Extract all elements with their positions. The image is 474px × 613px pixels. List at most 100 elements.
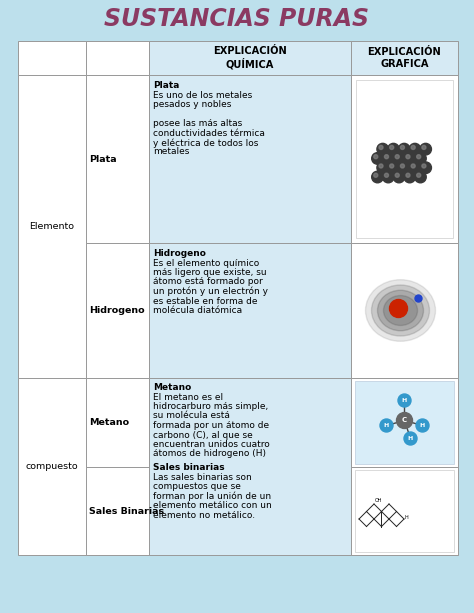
- Text: elemento metálico con un: elemento metálico con un: [153, 501, 272, 510]
- Bar: [86, 467, 149, 555]
- Circle shape: [406, 173, 410, 177]
- Text: Sales binarias: Sales binarias: [153, 463, 225, 472]
- Text: H: H: [420, 423, 425, 428]
- Bar: [86, 243, 149, 378]
- Bar: [86, 41, 149, 75]
- Circle shape: [420, 162, 431, 173]
- Text: su molécula está: su molécula está: [153, 411, 230, 421]
- Bar: [355, 381, 454, 464]
- Text: compuesto: compuesto: [26, 462, 78, 471]
- Text: OH: OH: [375, 498, 383, 503]
- Bar: [356, 80, 453, 238]
- Circle shape: [379, 145, 383, 150]
- Ellipse shape: [365, 280, 436, 341]
- Text: conductividades térmica: conductividades térmica: [153, 129, 265, 137]
- Circle shape: [404, 153, 416, 164]
- Bar: [18, 75, 86, 378]
- Circle shape: [422, 145, 426, 150]
- Text: pesados y nobles: pesados y nobles: [153, 100, 231, 109]
- Bar: [351, 75, 458, 243]
- Circle shape: [398, 143, 410, 155]
- Ellipse shape: [377, 291, 423, 331]
- Bar: [351, 41, 458, 75]
- Bar: [86, 378, 149, 467]
- Circle shape: [393, 171, 405, 183]
- Circle shape: [372, 153, 383, 164]
- Text: Plata: Plata: [153, 81, 179, 90]
- Circle shape: [388, 162, 399, 173]
- Bar: [149, 75, 351, 243]
- Text: Es uno de los metales: Es uno de los metales: [153, 91, 252, 99]
- Circle shape: [390, 164, 394, 168]
- Circle shape: [380, 419, 393, 432]
- Circle shape: [377, 143, 389, 155]
- Circle shape: [417, 173, 421, 177]
- Circle shape: [401, 164, 404, 168]
- Text: un protón y un electrón y: un protón y un electrón y: [153, 287, 268, 297]
- Bar: [351, 378, 458, 467]
- Bar: [18, 41, 86, 75]
- Circle shape: [417, 154, 421, 159]
- Bar: [18, 378, 86, 555]
- Bar: [351, 243, 458, 378]
- Circle shape: [415, 171, 426, 183]
- Circle shape: [395, 173, 399, 177]
- Text: forman por la unión de un: forman por la unión de un: [153, 492, 271, 501]
- Text: H: H: [405, 515, 409, 520]
- Circle shape: [415, 153, 426, 164]
- Text: Las sales binarias son: Las sales binarias son: [153, 473, 252, 481]
- Circle shape: [398, 394, 411, 407]
- Circle shape: [393, 153, 405, 164]
- Circle shape: [415, 295, 422, 302]
- Circle shape: [383, 171, 394, 183]
- Text: Metano: Metano: [153, 383, 191, 392]
- Circle shape: [411, 164, 415, 168]
- Text: EXPLICACIÓN
GRAFICA: EXPLICACIÓN GRAFICA: [368, 47, 441, 69]
- Circle shape: [416, 419, 429, 432]
- Circle shape: [406, 154, 410, 159]
- Circle shape: [409, 143, 421, 155]
- Circle shape: [420, 143, 431, 155]
- Text: compuestos que se: compuestos que se: [153, 482, 241, 491]
- Circle shape: [374, 154, 378, 159]
- Circle shape: [396, 413, 412, 428]
- Bar: [149, 378, 351, 555]
- Text: Es el elemento químico: Es el elemento químico: [153, 259, 259, 267]
- Text: EXPLICACIÓN
QUÍMICA: EXPLICACIÓN QUÍMICA: [213, 47, 287, 70]
- Bar: [351, 467, 458, 555]
- Ellipse shape: [372, 285, 429, 336]
- Text: encuentran unidos cuatro: encuentran unidos cuatro: [153, 440, 270, 449]
- Text: carbono (C), al que se: carbono (C), al que se: [153, 430, 253, 440]
- Text: formada por un átomo de: formada por un átomo de: [153, 421, 269, 430]
- Text: Sales Binarias: Sales Binarias: [89, 506, 164, 516]
- Text: SUSTANCIAS PURAS: SUSTANCIAS PURAS: [104, 7, 370, 31]
- Circle shape: [383, 153, 394, 164]
- Text: Hidrogeno: Hidrogeno: [153, 249, 206, 258]
- Text: H: H: [408, 436, 413, 441]
- Circle shape: [388, 143, 399, 155]
- Bar: [86, 75, 149, 243]
- Circle shape: [401, 145, 404, 150]
- Text: El metano es el: El metano es el: [153, 392, 223, 402]
- Circle shape: [384, 154, 389, 159]
- Bar: [355, 470, 454, 552]
- Ellipse shape: [383, 295, 418, 326]
- Circle shape: [374, 173, 378, 177]
- Circle shape: [398, 162, 410, 173]
- Text: C: C: [402, 417, 407, 424]
- Circle shape: [377, 162, 389, 173]
- Text: átomos de hidrogeno (H): átomos de hidrogeno (H): [153, 449, 266, 459]
- Text: hidrocarburo más simple,: hidrocarburo más simple,: [153, 402, 268, 411]
- Text: Plata: Plata: [89, 154, 117, 164]
- Text: es estable en forma de: es estable en forma de: [153, 297, 257, 305]
- Circle shape: [379, 164, 383, 168]
- Text: H: H: [402, 398, 407, 403]
- Bar: [149, 243, 351, 378]
- Text: elemento no metálico.: elemento no metálico.: [153, 511, 255, 519]
- Circle shape: [390, 145, 394, 150]
- Circle shape: [411, 145, 415, 150]
- Bar: [149, 41, 351, 75]
- Text: molécula diatómica: molécula diatómica: [153, 306, 242, 315]
- Text: más ligero que existe, su: más ligero que existe, su: [153, 268, 266, 277]
- Text: Metano: Metano: [89, 418, 129, 427]
